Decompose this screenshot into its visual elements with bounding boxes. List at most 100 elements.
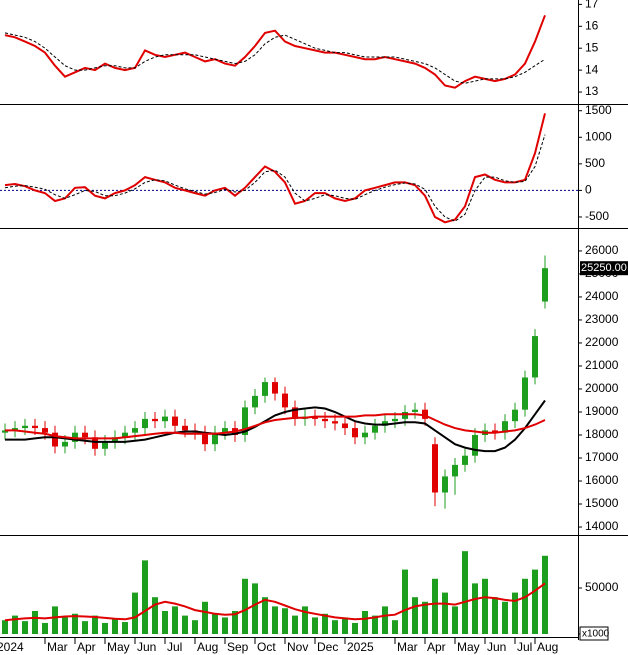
candle-body <box>92 437 98 449</box>
candle-body <box>382 421 388 426</box>
x-tick-label: Apr <box>427 640 446 654</box>
y-tick-label: 22000 <box>585 335 619 349</box>
candle-body <box>452 464 458 477</box>
volume-bar <box>2 620 8 634</box>
volume-bar <box>232 610 238 634</box>
volume-bar <box>182 615 188 634</box>
volume-bar <box>482 578 488 634</box>
volume-bar <box>302 606 308 634</box>
volume-bar <box>472 583 478 634</box>
y-tick-label: 17000 <box>585 450 619 464</box>
volume-bar <box>142 560 148 634</box>
y-tick-label: 15000 <box>585 496 619 510</box>
candle-body <box>212 432 218 445</box>
volume-bar <box>62 617 68 634</box>
volume-bar <box>532 569 538 634</box>
x-tick-label: Jul <box>167 640 182 654</box>
volume-bar <box>242 578 248 634</box>
volume-bar <box>22 621 28 634</box>
volume-bar <box>422 601 428 634</box>
volume-bar <box>512 592 518 634</box>
candle-body <box>532 336 538 378</box>
volume-bar <box>442 592 448 634</box>
y-tick-label: 24000 <box>585 289 619 303</box>
x-tick-label: Jul <box>517 640 532 654</box>
unit-box <box>579 626 609 641</box>
y-tick-label: 19000 <box>585 404 619 418</box>
x-tick-label: Sep <box>227 640 249 654</box>
candle-body <box>62 441 68 447</box>
candle-body <box>332 421 338 424</box>
price-marker-label: 25250.00 <box>581 262 627 274</box>
x-tick-label: 2024 <box>0 640 24 654</box>
x-tick-label: Oct <box>257 640 276 654</box>
volume-bar <box>362 610 368 634</box>
volume-bar <box>322 613 328 634</box>
volume-bar <box>332 620 338 634</box>
candle-body <box>52 432 58 447</box>
volume-bar <box>32 610 38 634</box>
candle-body <box>542 268 548 302</box>
volume-average <box>4 582 546 622</box>
candle-body <box>172 416 178 426</box>
y-tick-label: 17 <box>585 0 599 11</box>
volume-bar <box>402 569 408 634</box>
candle-body <box>392 418 398 422</box>
volume-bar <box>42 622 48 634</box>
candle-body <box>312 416 318 419</box>
volume-bar <box>172 606 178 634</box>
candle-body <box>432 444 438 493</box>
candle-body <box>152 418 158 422</box>
candle-body <box>372 425 378 433</box>
x-tick-label: Mar <box>397 640 418 654</box>
volume-bar <box>52 606 58 634</box>
y-tick-label: 16 <box>585 18 599 32</box>
candle-body <box>182 425 188 431</box>
line-series <box>4 14 546 89</box>
volume-bar <box>262 597 268 634</box>
volume-bar <box>252 583 258 634</box>
y-tick-label: 1000 <box>585 129 612 143</box>
candle-body <box>32 425 38 429</box>
volume-bar <box>272 606 278 634</box>
volume-bar <box>392 620 398 634</box>
volume-bar <box>492 597 498 634</box>
volume-bar <box>72 613 78 634</box>
x-tick-label: Aug <box>537 640 558 654</box>
x-tick-label: May <box>457 640 480 654</box>
volume-bar <box>542 555 548 634</box>
volume-bar <box>102 622 108 634</box>
y-tick-label: 18000 <box>585 427 619 441</box>
candle-body <box>202 432 208 445</box>
volume-bar <box>312 617 318 634</box>
y-tick-label: 15 <box>585 40 599 54</box>
volume-bar <box>352 622 358 634</box>
candle-body <box>102 441 108 449</box>
line-series <box>5 413 546 440</box>
volume-bar <box>282 608 288 634</box>
candle-body <box>422 409 428 419</box>
candle-body <box>352 428 358 438</box>
volume-bar <box>432 578 438 634</box>
volume-bar <box>192 620 198 634</box>
y-tick-label: 16000 <box>585 473 619 487</box>
candle-body <box>522 377 528 410</box>
candle-body <box>132 428 138 433</box>
candle-body <box>162 416 168 422</box>
unit-label: x1000 <box>582 629 610 640</box>
volume-bar <box>202 601 208 634</box>
y-tick-label: 13 <box>585 84 599 98</box>
candle-body <box>282 393 288 408</box>
candle-body <box>442 476 448 493</box>
candle-body <box>222 428 228 433</box>
candle-body <box>2 430 8 433</box>
volume-bar <box>162 610 168 634</box>
candle-body <box>492 430 498 433</box>
candle-body <box>122 432 128 438</box>
volume-bar <box>452 606 458 634</box>
volume-bar <box>112 619 118 634</box>
price-marker <box>580 261 628 276</box>
y-tick-label: 14000 <box>585 519 619 533</box>
y-tick-label: 500 <box>585 156 605 170</box>
